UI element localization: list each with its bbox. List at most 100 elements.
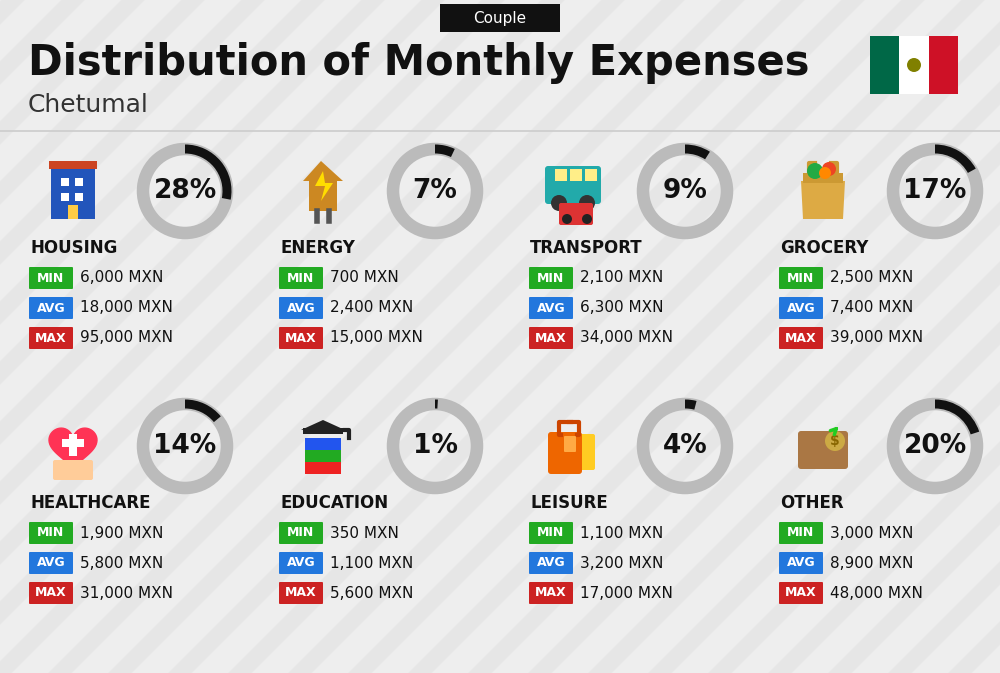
FancyBboxPatch shape [29, 522, 73, 544]
Text: 31,000 MXN: 31,000 MXN [80, 586, 173, 600]
Circle shape [822, 162, 836, 176]
Text: 20%: 20% [903, 433, 967, 459]
FancyBboxPatch shape [305, 450, 341, 462]
FancyBboxPatch shape [570, 169, 582, 181]
Text: GROCERY: GROCERY [780, 239, 868, 257]
FancyBboxPatch shape [61, 193, 69, 201]
FancyBboxPatch shape [279, 327, 323, 349]
Text: 39,000 MXN: 39,000 MXN [830, 330, 923, 345]
Wedge shape [435, 400, 438, 409]
Text: MIN: MIN [287, 271, 315, 285]
Text: 5,800 MXN: 5,800 MXN [80, 555, 163, 571]
FancyBboxPatch shape [68, 205, 78, 219]
Text: OTHER: OTHER [780, 494, 844, 512]
Text: ENERGY: ENERGY [280, 239, 355, 257]
Text: AVG: AVG [537, 557, 565, 569]
FancyBboxPatch shape [798, 431, 848, 469]
Text: 1%: 1% [413, 433, 458, 459]
FancyBboxPatch shape [29, 552, 73, 574]
Text: AVG: AVG [37, 557, 65, 569]
FancyBboxPatch shape [555, 169, 567, 181]
Circle shape [582, 214, 592, 224]
FancyBboxPatch shape [564, 436, 576, 452]
Polygon shape [49, 161, 97, 169]
Text: 3,000 MXN: 3,000 MXN [830, 526, 913, 540]
Text: 3,200 MXN: 3,200 MXN [580, 555, 663, 571]
Text: 350 MXN: 350 MXN [330, 526, 399, 540]
Text: MAX: MAX [535, 586, 567, 600]
Text: 1,100 MXN: 1,100 MXN [330, 555, 413, 571]
Text: EDUCATION: EDUCATION [280, 494, 388, 512]
Circle shape [907, 58, 921, 72]
Text: 9%: 9% [663, 178, 707, 204]
FancyBboxPatch shape [567, 434, 595, 470]
Polygon shape [315, 171, 333, 201]
FancyBboxPatch shape [279, 522, 323, 544]
FancyBboxPatch shape [779, 552, 823, 574]
Text: 5,600 MXN: 5,600 MXN [330, 586, 413, 600]
Text: MIN: MIN [537, 526, 565, 540]
Circle shape [551, 195, 567, 211]
Text: 6,000 MXN: 6,000 MXN [80, 271, 163, 285]
Wedge shape [935, 145, 976, 173]
Text: 8,900 MXN: 8,900 MXN [830, 555, 913, 571]
Text: 95,000 MXN: 95,000 MXN [80, 330, 173, 345]
Circle shape [819, 167, 831, 179]
Text: Couple: Couple [473, 11, 527, 26]
Polygon shape [301, 420, 345, 430]
Text: MIN: MIN [37, 526, 65, 540]
Text: 48,000 MXN: 48,000 MXN [830, 586, 923, 600]
Text: AVG: AVG [787, 557, 815, 569]
Text: AVG: AVG [787, 302, 815, 314]
Text: MIN: MIN [787, 271, 815, 285]
FancyBboxPatch shape [870, 36, 899, 94]
FancyBboxPatch shape [585, 169, 597, 181]
Wedge shape [185, 145, 231, 200]
FancyBboxPatch shape [51, 169, 95, 219]
FancyBboxPatch shape [279, 297, 323, 319]
FancyBboxPatch shape [29, 297, 73, 319]
Text: 1,900 MXN: 1,900 MXN [80, 526, 163, 540]
FancyBboxPatch shape [53, 460, 93, 480]
FancyBboxPatch shape [548, 432, 582, 474]
FancyBboxPatch shape [279, 582, 323, 604]
FancyBboxPatch shape [529, 297, 573, 319]
FancyBboxPatch shape [303, 428, 343, 434]
Text: HEALTHCARE: HEALTHCARE [30, 494, 150, 512]
Text: MAX: MAX [35, 332, 67, 345]
Circle shape [562, 214, 572, 224]
FancyBboxPatch shape [69, 434, 77, 456]
FancyBboxPatch shape [779, 522, 823, 544]
FancyBboxPatch shape [803, 173, 843, 183]
Text: MAX: MAX [785, 332, 817, 345]
Text: HOUSING: HOUSING [30, 239, 117, 257]
Text: MAX: MAX [35, 586, 67, 600]
Wedge shape [685, 145, 710, 160]
FancyBboxPatch shape [279, 267, 323, 289]
Text: 28%: 28% [153, 178, 217, 204]
Polygon shape [801, 181, 845, 219]
Text: Distribution of Monthly Expenses: Distribution of Monthly Expenses [28, 42, 810, 84]
Text: 6,300 MXN: 6,300 MXN [580, 301, 664, 316]
FancyBboxPatch shape [75, 178, 83, 186]
Circle shape [807, 163, 823, 179]
Text: 1,100 MXN: 1,100 MXN [580, 526, 663, 540]
Text: 34,000 MXN: 34,000 MXN [580, 330, 673, 345]
Text: AVG: AVG [537, 302, 565, 314]
Text: 2,500 MXN: 2,500 MXN [830, 271, 913, 285]
FancyBboxPatch shape [75, 193, 83, 201]
Text: 14%: 14% [153, 433, 217, 459]
Text: MIN: MIN [37, 271, 65, 285]
FancyBboxPatch shape [529, 552, 573, 574]
FancyBboxPatch shape [899, 36, 929, 94]
FancyBboxPatch shape [62, 439, 84, 447]
FancyBboxPatch shape [305, 438, 341, 450]
FancyBboxPatch shape [529, 582, 573, 604]
Text: TRANSPORT: TRANSPORT [530, 239, 643, 257]
FancyBboxPatch shape [440, 4, 560, 32]
FancyBboxPatch shape [61, 178, 69, 186]
FancyBboxPatch shape [29, 267, 73, 289]
Text: MAX: MAX [535, 332, 567, 345]
Wedge shape [435, 145, 455, 157]
Polygon shape [49, 428, 97, 472]
